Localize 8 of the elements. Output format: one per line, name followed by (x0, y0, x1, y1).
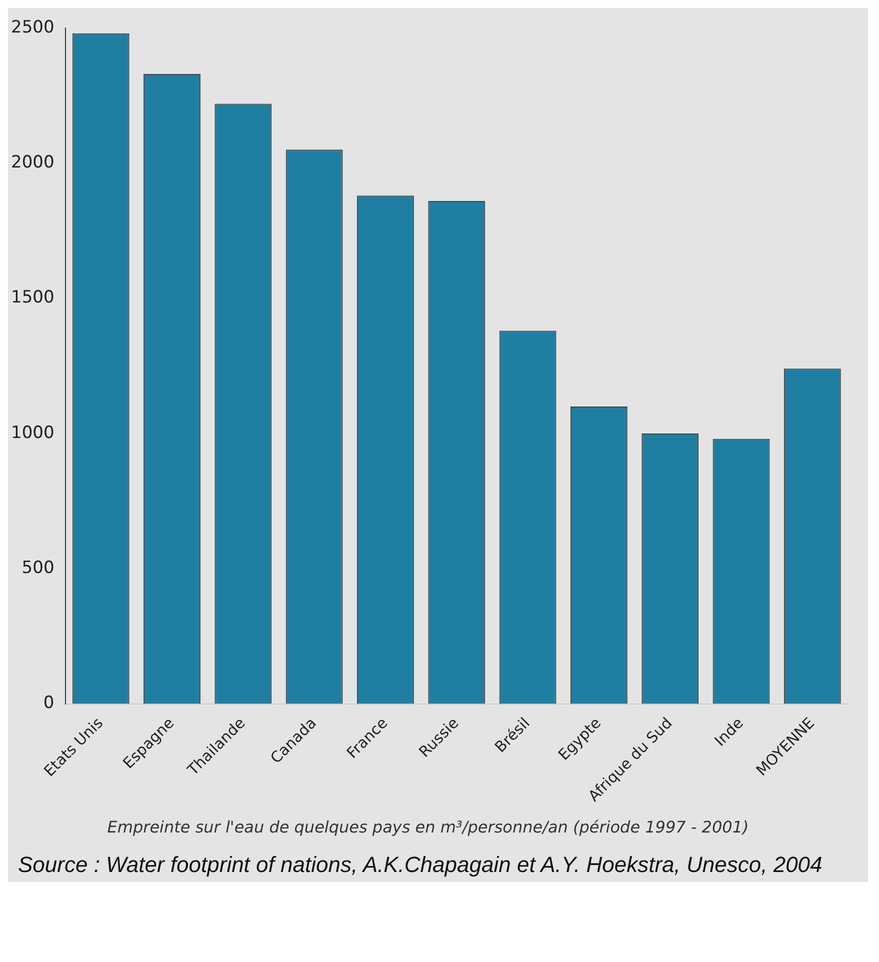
text: Empreinte sur l'eau de quelques pays en m³/personne/an (période 1997 - 2001) (107, 818, 749, 837)
y-tick-label: 2500 (11, 17, 54, 38)
source-note: Source : Water footprint of nations, A.K.Chapagain et A.Y. Hoekstra, Unesco, 2004 (17, 851, 824, 879)
y-tick-label: 1500 (11, 288, 54, 308)
y-tick-label: 1000 (11, 422, 54, 443)
y-tick-label: 0 (43, 693, 54, 714)
y-tick-label: 2000 (11, 152, 54, 173)
y-tick-label: 500 (22, 558, 54, 578)
